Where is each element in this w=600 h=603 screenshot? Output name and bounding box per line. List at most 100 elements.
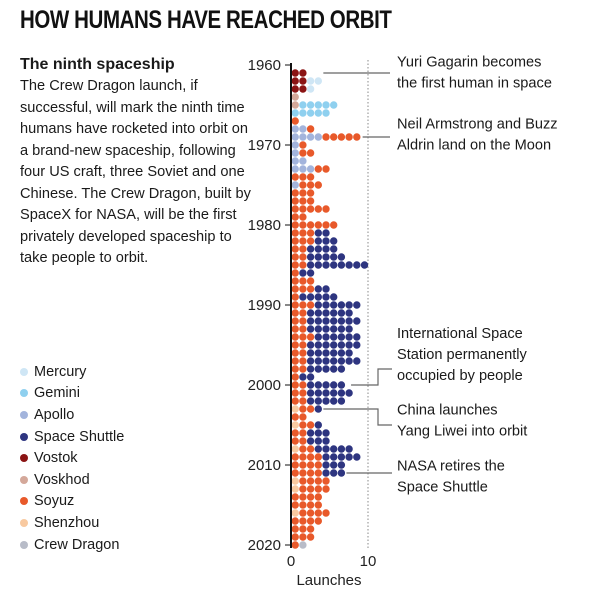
- dot-soyuz: [322, 165, 330, 173]
- intro-body: The Crew Dragon launch, if successful, w…: [20, 78, 251, 266]
- dot-soyuz: [299, 485, 307, 493]
- dot-soyuz: [306, 229, 315, 237]
- dot-soyuz: [299, 221, 307, 229]
- dot-shenzhou: [291, 421, 299, 429]
- dot-soyuz: [299, 341, 307, 349]
- dot-soyuz: [299, 469, 307, 477]
- dot-space-shuttle: [345, 357, 353, 365]
- dot-space-shuttle: [330, 365, 338, 373]
- dot-soyuz: [306, 181, 315, 189]
- dot-soyuz: [314, 181, 322, 189]
- dot-soyuz: [306, 493, 315, 501]
- dot-space-shuttle: [330, 397, 338, 405]
- dot-space-shuttle: [314, 285, 322, 293]
- dot-soyuz: [291, 317, 299, 325]
- dot-soyuz: [306, 405, 315, 413]
- dot-soyuz: [299, 141, 307, 149]
- dot-soyuz: [306, 277, 315, 285]
- x-tick-label: 10: [360, 553, 377, 570]
- dot-soyuz: [306, 285, 315, 293]
- dot-space-shuttle: [322, 317, 330, 325]
- dot-apollo: [291, 133, 299, 141]
- dot-space-shuttle: [322, 349, 330, 357]
- y-tick-label: 1970: [248, 137, 281, 154]
- dot-soyuz: [306, 469, 315, 477]
- dot-soyuz: [299, 205, 307, 213]
- dot-soyuz: [291, 293, 299, 301]
- dot-space-shuttle: [337, 397, 346, 405]
- dot-space-shuttle: [306, 349, 315, 357]
- y-tick-label: 2000: [248, 377, 281, 394]
- dot-apollo: [306, 165, 315, 173]
- dot-soyuz: [291, 173, 299, 181]
- dot-soyuz: [291, 205, 299, 213]
- legend-item: Apollo: [20, 404, 124, 426]
- dot-space-shuttle: [322, 293, 330, 301]
- dot-space-shuttle: [345, 445, 353, 453]
- dot-space-shuttle: [353, 301, 361, 309]
- dot-space-shuttle: [337, 461, 346, 469]
- dot-soyuz: [314, 165, 322, 173]
- annotation-text: Yang Liwei into orbit: [397, 424, 527, 440]
- dot-space-shuttle: [337, 261, 346, 269]
- dot-soyuz: [291, 197, 299, 205]
- dot-soyuz: [291, 277, 299, 285]
- dot-soyuz: [291, 261, 299, 269]
- dot-space-shuttle: [345, 317, 353, 325]
- dot-soyuz: [306, 333, 315, 341]
- dot-space-shuttle: [322, 445, 330, 453]
- dot-soyuz: [314, 509, 322, 517]
- dot-soyuz: [306, 477, 315, 485]
- dot-space-shuttle: [314, 293, 322, 301]
- legend-item: Gemini: [20, 383, 124, 405]
- legend-item: Voskhod: [20, 469, 124, 491]
- dot-apollo: [314, 133, 322, 141]
- dot-soyuz: [330, 221, 338, 229]
- dot-soyuz: [314, 493, 322, 501]
- legend-label: Gemini: [34, 385, 80, 402]
- dot-soyuz: [291, 373, 299, 381]
- dot-soyuz: [299, 349, 307, 357]
- dot-crew-dragon: [299, 541, 307, 549]
- dot-soyuz: [306, 421, 315, 429]
- dot-space-shuttle: [314, 437, 322, 445]
- dot-space-shuttle: [306, 437, 315, 445]
- dot-space-shuttle: [322, 261, 330, 269]
- dot-soyuz: [299, 333, 307, 341]
- dot-space-shuttle: [330, 333, 338, 341]
- dot-space-shuttle: [306, 317, 315, 325]
- dot-soyuz: [291, 461, 299, 469]
- dot-voskhod: [291, 101, 299, 109]
- dot-space-shuttle: [306, 261, 315, 269]
- dot-soyuz: [322, 509, 330, 517]
- dot-soyuz: [299, 365, 307, 373]
- dot-gemini: [306, 101, 315, 109]
- dot-soyuz: [299, 301, 307, 309]
- dot-gemini: [306, 109, 315, 117]
- dot-space-shuttle: [322, 381, 330, 389]
- dot-apollo: [291, 141, 299, 149]
- dot-space-shuttle: [306, 365, 315, 373]
- dot-gemini: [330, 101, 338, 109]
- dot-space-shuttle: [345, 349, 353, 357]
- dot-soyuz: [291, 357, 299, 365]
- dot-soyuz: [291, 341, 299, 349]
- annotation-text: International Space: [397, 326, 523, 342]
- legend-label: Voskhod: [34, 471, 90, 488]
- dot-mercury: [306, 77, 315, 85]
- dot-soyuz: [306, 501, 315, 509]
- dot-space-shuttle: [322, 429, 330, 437]
- dot-soyuz: [299, 213, 307, 221]
- dot-space-shuttle: [353, 261, 361, 269]
- dot-space-shuttle: [360, 261, 369, 269]
- annotation-text: Station permanently: [397, 347, 528, 363]
- x-tick-label: 0: [287, 553, 295, 570]
- dot-soyuz: [330, 133, 338, 141]
- dot-space-shuttle: [314, 429, 322, 437]
- dot-space-shuttle: [306, 397, 315, 405]
- legend-swatch: [20, 367, 28, 376]
- dot-space-shuttle: [330, 261, 338, 269]
- dot-space-shuttle: [322, 229, 330, 237]
- dot-soyuz: [299, 381, 307, 389]
